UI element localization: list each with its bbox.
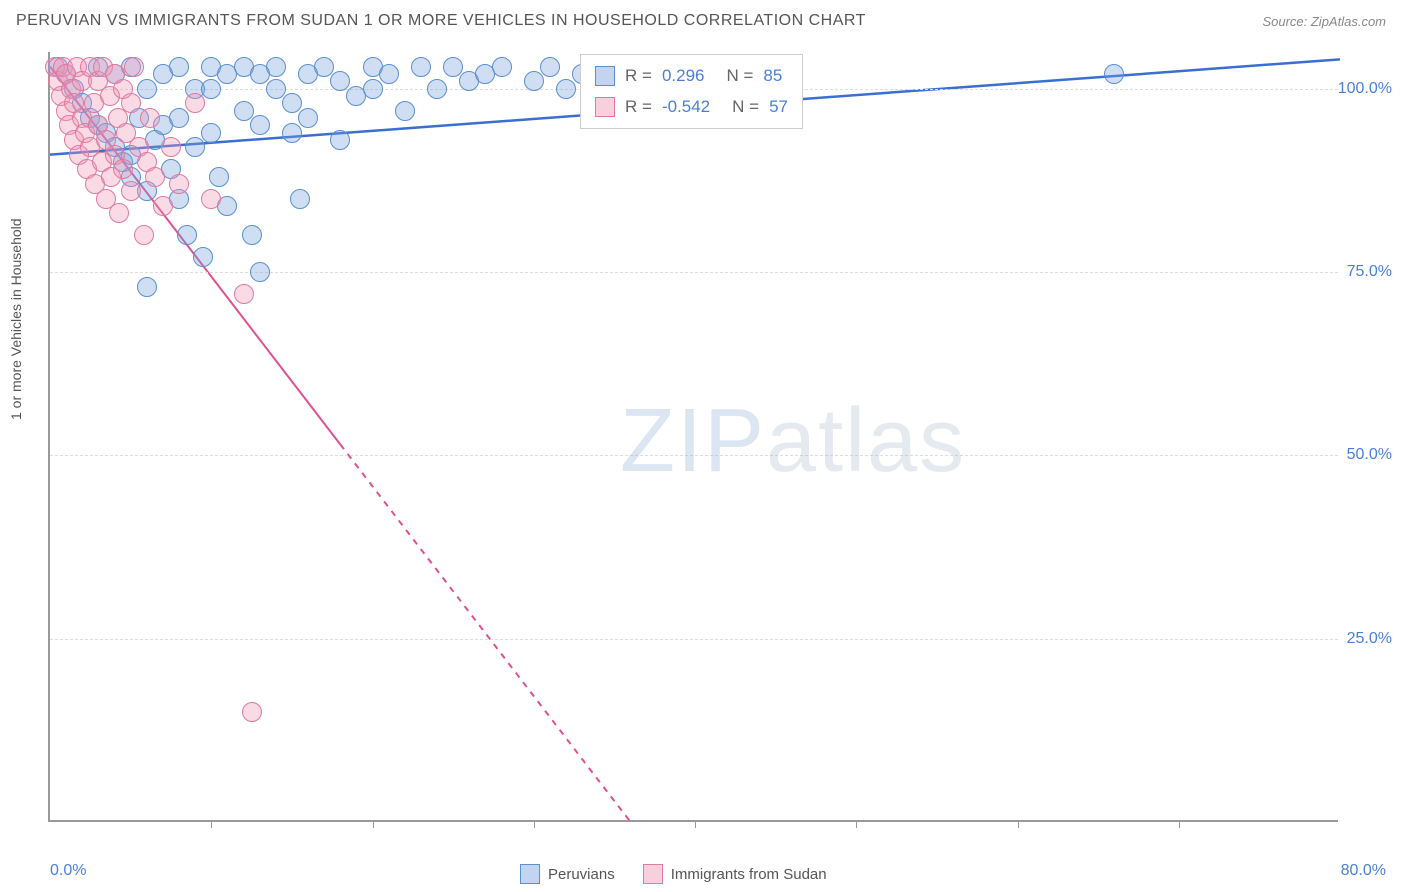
x-tick [695,820,696,828]
swatch-pink-icon [595,97,615,117]
legend-item-peruvians: Peruvians [520,864,615,884]
x-tick [211,820,212,828]
chart-title: PERUVIAN VS IMMIGRANTS FROM SUDAN 1 OR M… [16,12,866,30]
data-point [234,101,254,121]
data-point [282,123,302,143]
data-point [109,203,129,223]
data-point [201,189,221,209]
data-point [250,115,270,135]
data-point [121,181,141,201]
data-point [177,225,197,245]
x-tick [1018,820,1019,828]
data-point [290,189,310,209]
stats-r-label: R = [625,61,652,92]
bottom-legend: Peruvians Immigrants from Sudan [520,864,827,884]
legend-label-sudan: Immigrants from Sudan [671,866,827,883]
x-tick [856,820,857,828]
y-tick-label: 25.0% [1347,630,1392,648]
stats-r-value-peruvians: 0.296 [662,61,705,92]
stats-row-peruvians: R = 0.296 N = 85 [595,61,788,92]
data-point [134,225,154,245]
data-point [201,79,221,99]
data-point [556,79,576,99]
data-point [395,101,415,121]
data-point [209,167,229,187]
grid-line [50,272,1338,273]
data-point [193,247,213,267]
data-point [145,167,165,187]
stats-n-label: N = [726,61,753,92]
y-tick-label: 100.0% [1338,80,1392,98]
data-point [113,159,133,179]
legend-item-sudan: Immigrants from Sudan [643,864,827,884]
stats-r-label: R = [625,92,652,123]
data-point [1104,64,1124,84]
stats-r-value-sudan: -0.542 [662,92,710,123]
data-point [363,79,383,99]
data-point [137,79,157,99]
data-point [242,702,262,722]
stats-box: R = 0.296 N = 85 R = -0.542 N = 57 [580,54,803,129]
y-tick-label: 50.0% [1347,446,1392,464]
data-point [234,284,254,304]
data-point [492,57,512,77]
swatch-blue-icon [595,66,615,86]
y-axis-label: 1 or more Vehicles in Household [8,218,24,420]
x-tick [534,820,535,828]
data-point [266,57,286,77]
grid-line [50,639,1338,640]
y-tick-label: 75.0% [1347,263,1392,281]
legend-label-peruvians: Peruvians [548,866,615,883]
data-point [140,108,160,128]
data-point [282,93,302,113]
x-tick [1179,820,1180,828]
source-label: Source: ZipAtlas.com [1262,14,1386,29]
data-point [124,57,144,77]
data-point [443,57,463,77]
data-point [266,79,286,99]
grid-line [50,455,1338,456]
data-point [314,57,334,77]
data-point [540,57,560,77]
data-point [169,57,189,77]
data-point [330,71,350,91]
swatch-pink-icon [643,864,663,884]
stats-n-value-peruvians: 85 [763,61,782,92]
x-end-label: 80.0% [1341,862,1386,880]
data-point [161,137,181,157]
chart-area [48,52,1338,822]
data-point [427,79,447,99]
swatch-blue-icon [520,864,540,884]
data-point [242,225,262,245]
data-point [411,57,431,77]
x-tick [373,820,374,828]
data-point [185,93,205,113]
data-point [298,108,318,128]
data-point [250,262,270,282]
data-point [153,196,173,216]
data-point [121,93,141,113]
data-point [137,277,157,297]
stats-n-label: N = [732,92,759,123]
data-point [185,137,205,157]
x-start-label: 0.0% [50,862,86,880]
data-point [330,130,350,150]
data-point [524,71,544,91]
stats-row-sudan: R = -0.542 N = 57 [595,92,788,123]
data-point [201,123,221,143]
stats-n-value-sudan: 57 [769,92,788,123]
data-point [169,108,189,128]
data-point [169,174,189,194]
data-point [379,64,399,84]
